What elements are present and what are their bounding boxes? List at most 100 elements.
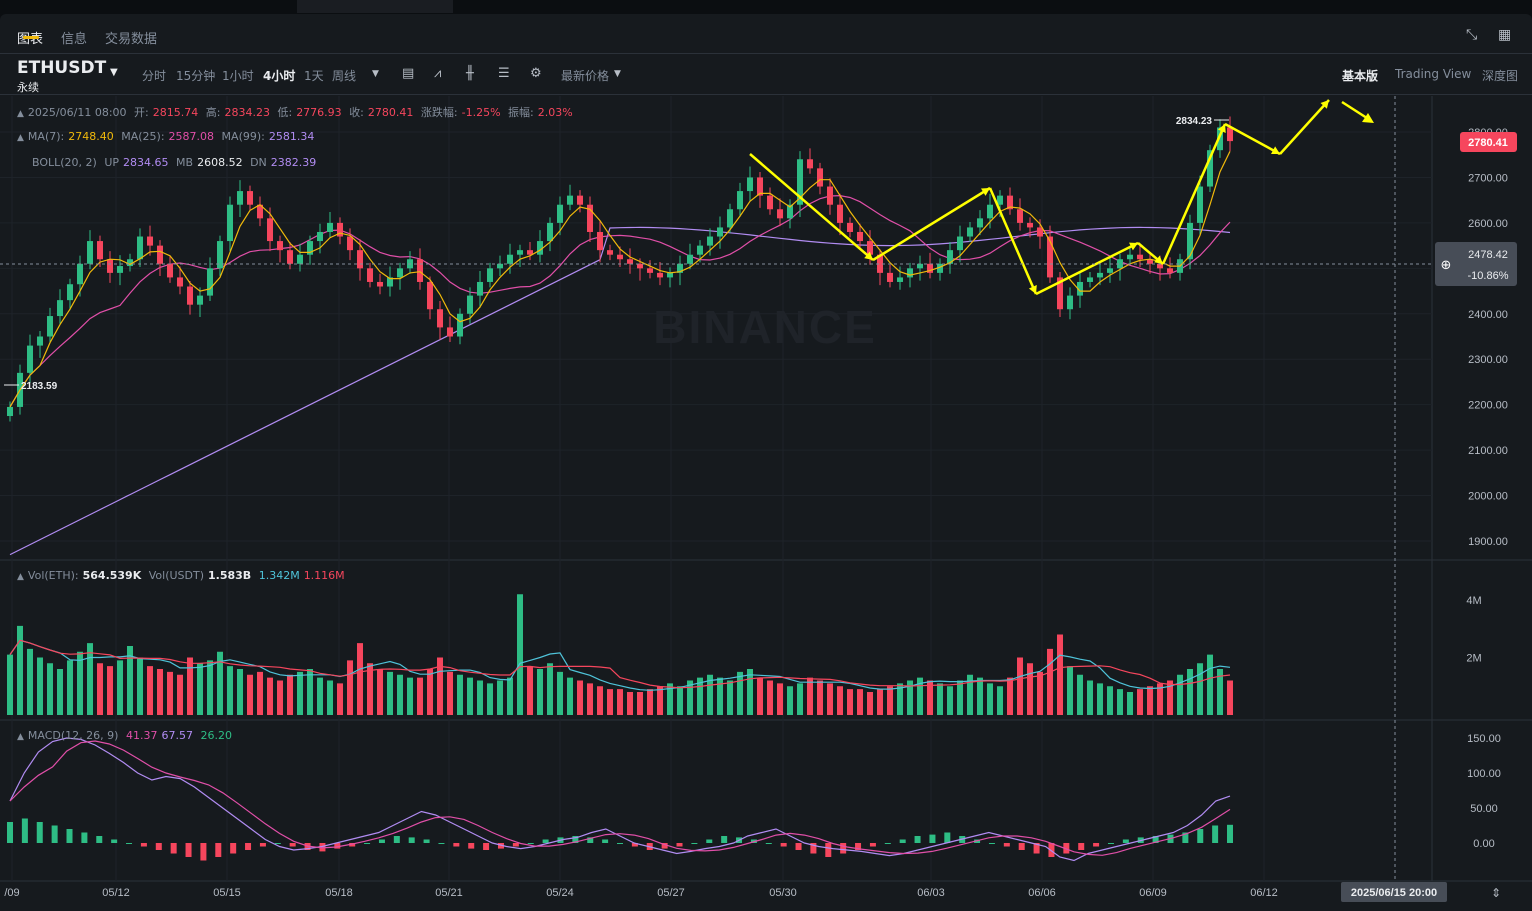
volume-bar (597, 686, 603, 715)
candle-body (437, 309, 443, 328)
volume-bar (577, 680, 583, 715)
macd-hist-bar (542, 839, 549, 843)
volume-bar (1177, 674, 1183, 715)
macd-hist-bar (140, 843, 147, 847)
collapse-icon[interactable]: ⤡ (1466, 27, 1478, 43)
candle-body (327, 222, 333, 232)
indicator-icon[interactable]: ⩘ (434, 66, 442, 81)
candle-body (947, 250, 953, 264)
symbol-name[interactable]: ETHUSDT (17, 58, 107, 78)
volume-bar (267, 677, 273, 715)
volume-bar (667, 683, 673, 715)
ma25-line (9, 194, 1231, 408)
candle-body (607, 250, 613, 255)
candle-body (187, 286, 193, 305)
volume-bar (777, 683, 783, 715)
volume-bar (747, 669, 753, 715)
interval-1d[interactable]: 1天 (304, 69, 324, 83)
price-type-select[interactable]: 最新价格 (561, 69, 610, 83)
candle-body (317, 231, 323, 242)
price-axis: 1900.00 2000.00 2100.00 2200.00 2300.00 2400.… (1466, 127, 1508, 850)
macd-tick-label: 150.00 (1467, 733, 1501, 745)
macd-hist-bar (899, 839, 906, 843)
candle-body (1057, 277, 1063, 310)
macd-hist-bar (81, 832, 88, 843)
candle-body (207, 268, 213, 296)
time-tick-label: /09 (4, 887, 19, 899)
annotation-segment (1035, 241, 1139, 296)
chart-canvas[interactable]: BINANCE 1900.00 2000.00 2100.00 2200.00 2300… (0, 96, 1532, 911)
volume-bar (417, 677, 423, 715)
candle-body (717, 227, 723, 237)
volume-bar (107, 666, 113, 715)
candle-body (1107, 268, 1113, 273)
settings-gear-icon[interactable]: ⚙ (530, 66, 542, 81)
candle-body (897, 277, 903, 282)
volume-bar (297, 671, 303, 715)
candle-body (517, 250, 523, 255)
volume-bar (487, 683, 493, 715)
volume-bar (17, 625, 23, 715)
macd-hist-bar (1033, 843, 1040, 854)
volume-bar (957, 680, 963, 715)
interval-time[interactable]: 分时 (142, 69, 167, 83)
symbol-dropdown-icon[interactable]: ▼ (110, 67, 118, 78)
candle-body (597, 231, 603, 251)
volume-bar (1087, 680, 1093, 715)
annotation-arrowhead (981, 188, 990, 196)
view-basic[interactable]: 基本版 (1342, 69, 1379, 83)
annotation-segment (1161, 123, 1227, 265)
volume-bar (827, 683, 833, 715)
candle-body (297, 254, 303, 264)
candle-body (497, 263, 503, 269)
candle-body (817, 168, 823, 187)
grid-icon[interactable]: ▦ (1498, 27, 1512, 43)
price-tick-label: 2200.00 (1468, 400, 1508, 412)
macd-hist-bar (706, 839, 713, 843)
candle-body (417, 259, 423, 282)
interval-4h[interactable]: 4小时 (263, 69, 296, 83)
candle-body (277, 241, 283, 251)
more-intervals-icon[interactable]: ▼ (372, 69, 379, 79)
macd-hist-bar (259, 843, 266, 847)
view-depth[interactable]: 深度图 (1482, 69, 1519, 83)
calendar-icon[interactable]: ▤ (402, 66, 415, 81)
volume-bar (947, 686, 953, 715)
macd-hist-bar (21, 818, 28, 843)
tab-trading-data[interactable]: 交易数据 (105, 32, 158, 47)
cursor-time-label: 2025/06/15 20:00 (1351, 887, 1437, 899)
candle-body (1077, 281, 1083, 296)
volume-bar (1037, 671, 1043, 715)
candle-body (357, 250, 363, 269)
volume-bar (1127, 692, 1133, 715)
candle-body (587, 204, 593, 232)
volume-bar (537, 669, 543, 715)
candle-body (677, 263, 683, 273)
candle-body (857, 231, 863, 242)
view-tradingview[interactable]: Trading View (1395, 67, 1472, 81)
candle-type-icon[interactable]: ╫ (466, 66, 474, 81)
tab-info[interactable]: 信息 (61, 32, 88, 47)
layout-icon[interactable]: ☰ (498, 66, 510, 81)
interval-15m[interactable]: 15分钟 (176, 69, 216, 83)
interval-1w[interactable]: 周线 (332, 69, 357, 83)
macd-hist-bar (825, 843, 832, 857)
volume-bar (427, 669, 433, 715)
toolbar: ETHUSDT ▼ 永续 分时 15分钟 1小时 4小时 1天 周线 ▼ ▤ ⩘… (0, 55, 1532, 95)
volume-bar (977, 677, 983, 715)
candle-body (667, 272, 673, 278)
macd-hist-bar (215, 843, 222, 857)
tab-chart[interactable]: 图表 (17, 32, 44, 47)
candle-body (477, 281, 483, 296)
contract-type: 永续 (17, 81, 39, 94)
candle-body (1167, 268, 1173, 273)
volume-bar (57, 669, 63, 715)
candle-body (577, 195, 583, 205)
macd-hist-bar (617, 843, 623, 844)
volume-bar (357, 643, 363, 715)
time-tick-label: 05/30 (769, 887, 797, 899)
interval-1h[interactable]: 1小时 (222, 69, 254, 83)
price-type-chevron-icon[interactable]: ▼ (614, 69, 621, 79)
macd-hist-bar (1182, 832, 1189, 843)
candle-body (647, 268, 653, 273)
